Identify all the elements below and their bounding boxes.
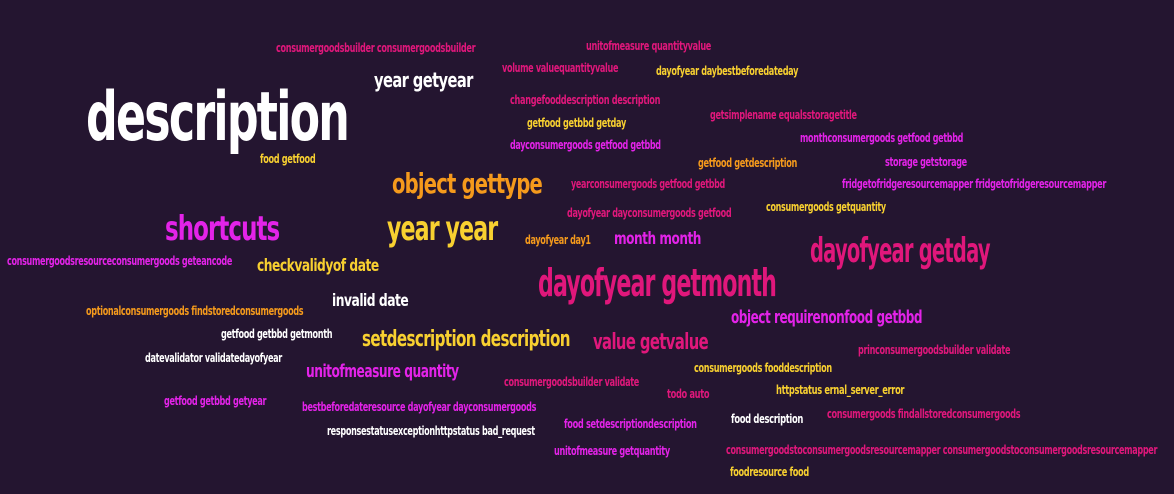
word-description: description (86, 78, 350, 157)
word-year-year: year year (387, 209, 498, 249)
word-httpstatus-ernal-server-error: httpstatus ernal_server_error (776, 383, 905, 397)
word-dayofyear-getday: dayofyear getday (810, 231, 991, 271)
word-food-description: food description (731, 412, 804, 426)
word-unitofmeasure-quantityvalue: unitofmeasure quantityvalue (586, 39, 711, 53)
word-storage-getstorage: storage getstorage (885, 155, 967, 169)
word-dayofyear-day1: dayofyear day1 (525, 233, 591, 247)
word-object-gettype: object gettype (392, 167, 543, 200)
word-year-getyear: year getyear (374, 68, 473, 92)
word-getfood-getbbd-getday: getfood getbbd getday (527, 116, 626, 130)
word-consumergoods-getquantity: consumergoods getquantity (766, 200, 886, 214)
word-consumergoodsbuilder-consumergoodsbuilder: consumergoodsbuilder consumergoodsbuilde… (276, 41, 476, 55)
word-consumergoodsresourceconsumergoods-geteancode: consumergoodsresourceconsumergoods getea… (7, 254, 232, 268)
word-monthconsumergoods-getfood-getbbd: monthconsumergoods getfood getbbd (800, 131, 964, 145)
word-bestbeforedateresource-dayofyear-dayconsumergoods: bestbeforedateresource dayofyear daycons… (302, 400, 537, 414)
word-value-getvalue: value getvalue (593, 330, 709, 355)
word-dayofyear-getmonth: dayofyear getmonth (538, 261, 777, 305)
word-consumergoodsbuilder-validate: consumergoodsbuilder validate (504, 375, 639, 389)
word-consumergoods-fooddescription: consumergoods fooddescription (694, 361, 832, 375)
word-volume-valuequantityvalue: volume valuequantityvalue (502, 61, 619, 75)
word-object-requirenonfood-getbbd: object requirenonfood getbbd (731, 307, 923, 328)
word-optionalconsumergoods-findstoredconsumergoods: optionalconsumergoods findstoredconsumer… (86, 304, 304, 318)
word-yearconsumergoods-getfood-getbbd: yearconsumergoods getfood getbbd (571, 177, 725, 191)
word-dayconsumergoods-getfood-getbbd: dayconsumergoods getfood getbbd (510, 138, 661, 152)
word-changefooddescription-description: changefooddescription description (510, 93, 661, 107)
word-getsimplename-equalsstoragetitle: getsimplename equalsstoragetitle (710, 108, 857, 122)
word-food-setdescriptiondescription: food setdescriptiondescription (564, 417, 697, 431)
word-getfood-getbbd-getmonth: getfood getbbd getmonth (221, 327, 333, 341)
word-month-month: month month (614, 229, 701, 249)
word-foodresource-food: foodresource food (730, 465, 809, 479)
word-princonsumergoodsbuilder-validate: princonsumergoodsbuilder validate (858, 343, 1011, 357)
word-checkvalidyof-date: checkvalidyof date (257, 256, 379, 276)
word-setdescription-description: setdescription description (362, 327, 571, 352)
word-consumergoodstoconsumergoodsresourcemapper: consumergoodstoconsumergoodsresourcemapp… (726, 443, 1158, 457)
word-responsestatusexceptionhttpstatus-bad-request: responsestatusexceptionhttpstatus bad_re… (327, 424, 535, 438)
word-unitofmeasure-quantity: unitofmeasure quantity (306, 361, 459, 382)
word-dayofyear-daybestbeforedateday: dayofyear daybestbeforedateday (656, 64, 799, 78)
word-datevalidator-validatedayofyear: datevalidator validatedayofyear (145, 351, 282, 365)
word-getfood-getdescription: getfood getdescription (698, 156, 798, 170)
word-unitofmeasure-getquantity: unitofmeasure getquantity (554, 444, 670, 458)
word-invalid-date: invalid date (332, 291, 409, 311)
word-food-getfood: food getfood (260, 152, 316, 166)
word-shortcuts: shortcuts (165, 209, 280, 249)
word-consumergoods-findallstoredconsumergoods: consumergoods findallstoredconsumergoods (827, 407, 1021, 421)
word-fridgetofridgeresourcemapper: fridgetofridgeresourcemapper fridgetofri… (842, 177, 1107, 191)
word-dayofyear-dayconsumergoods-getfood: dayofyear dayconsumergoods getfood (567, 206, 732, 220)
word-todo-auto: todo auto (667, 387, 710, 401)
word-getfood-getbbd-getyear: getfood getbbd getyear (164, 394, 267, 408)
